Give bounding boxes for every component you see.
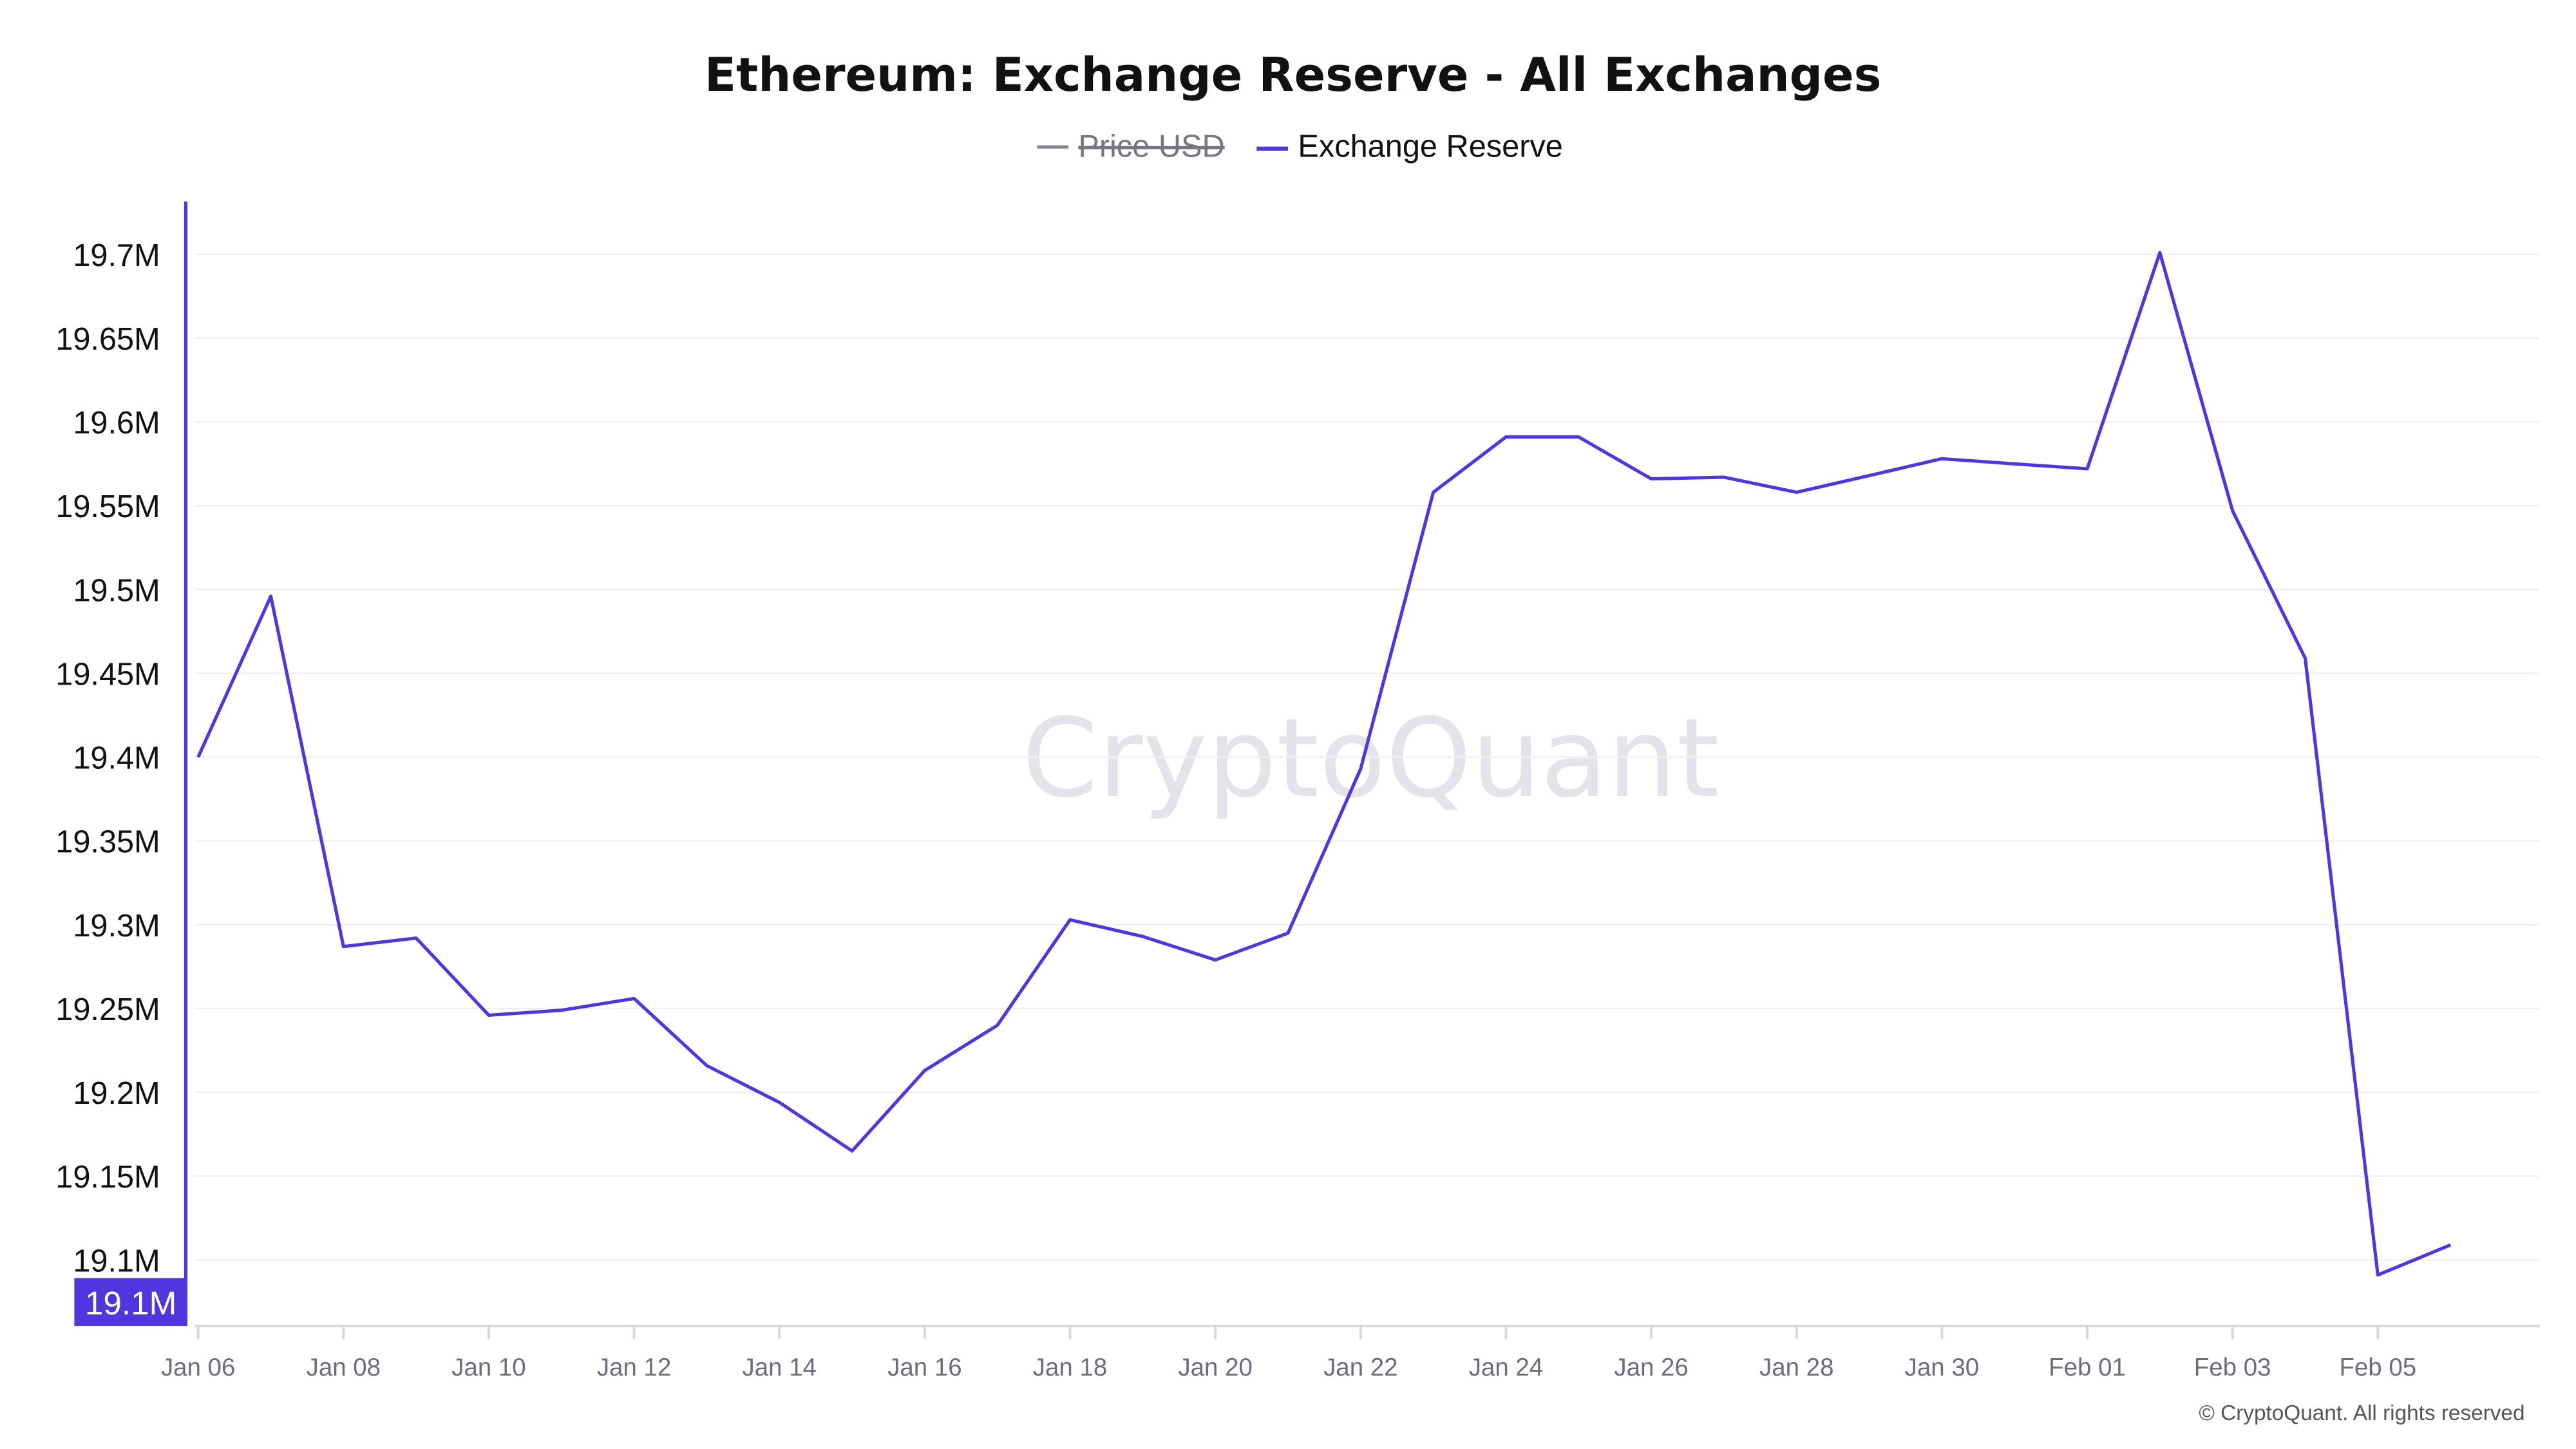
series-line-exchange-reserve[interactable] bbox=[196, 251, 2452, 1277]
y-tick-label: 19.2M bbox=[73, 1076, 160, 1111]
y-tick-label: 19.4M bbox=[73, 741, 160, 776]
data-point[interactable] bbox=[629, 994, 639, 1003]
data-point[interactable] bbox=[1792, 488, 1801, 497]
data-point[interactable] bbox=[1138, 931, 1148, 941]
x-tick-label: Jan 06 bbox=[161, 1354, 235, 1381]
y-tick-label: 19.25M bbox=[55, 992, 160, 1027]
x-tick-label: Jan 08 bbox=[307, 1354, 381, 1381]
data-point[interactable] bbox=[2010, 459, 2020, 469]
data-point[interactable] bbox=[1719, 472, 1728, 482]
data-point[interactable] bbox=[266, 591, 276, 601]
data-point[interactable] bbox=[411, 933, 421, 943]
data-point[interactable] bbox=[193, 752, 203, 762]
data-point[interactable] bbox=[775, 1097, 784, 1107]
data-point[interactable] bbox=[847, 1146, 857, 1156]
data-point[interactable] bbox=[992, 1020, 1002, 1030]
legend: Price USD Exchange Reserve bbox=[1037, 129, 1563, 164]
x-tick-label: Jan 16 bbox=[887, 1354, 961, 1381]
legend-label-exchange-reserve: Exchange Reserve bbox=[1298, 129, 1563, 164]
x-tick-label: Feb 01 bbox=[2049, 1354, 2126, 1381]
y-tick-label: 19.45M bbox=[55, 657, 160, 692]
y-tick-label: 19.7M bbox=[73, 238, 160, 273]
data-point[interactable] bbox=[1646, 474, 1656, 484]
y-tick-label: 19.5M bbox=[73, 573, 160, 608]
data-point[interactable] bbox=[1864, 471, 1874, 480]
x-tick-label: Jan 20 bbox=[1178, 1354, 1252, 1381]
y-tick-label: 19.55M bbox=[55, 489, 160, 524]
x-tick-label: Jan 26 bbox=[1614, 1354, 1688, 1381]
legend-item-exchange-reserve[interactable]: Exchange Reserve bbox=[1256, 129, 1563, 164]
crosshair-y-label: 19.1M bbox=[74, 1278, 185, 1326]
data-point[interactable] bbox=[702, 1061, 712, 1070]
y-tick-label: 19.1M bbox=[73, 1244, 160, 1278]
crosshair-label-text: 19.1M bbox=[85, 1285, 176, 1321]
x-tick-label: Jan 10 bbox=[451, 1354, 526, 1381]
x-tick-label: Jan 22 bbox=[1323, 1354, 1397, 1381]
data-point[interactable] bbox=[1501, 432, 1511, 442]
x-tick-label: Jan 24 bbox=[1469, 1354, 1543, 1381]
legend-label-price-usd: Price USD bbox=[1078, 129, 1224, 164]
x-tick-label: Feb 05 bbox=[2339, 1354, 2416, 1381]
y-tick-label: 19.15M bbox=[55, 1160, 160, 1195]
data-point[interactable] bbox=[2228, 506, 2237, 515]
data-point[interactable] bbox=[1283, 928, 1293, 938]
x-tick-label: Jan 28 bbox=[1759, 1354, 1833, 1381]
y-tick-label: 19.65M bbox=[55, 322, 160, 357]
x-tick-label: Jan 12 bbox=[597, 1354, 671, 1381]
footer-copyright: © CryptoQuant. All rights reserved bbox=[2199, 1401, 2524, 1425]
data-point[interactable] bbox=[1210, 955, 1220, 965]
x-tick-label: Jan 30 bbox=[1905, 1354, 1979, 1381]
data-point[interactable] bbox=[2373, 1270, 2383, 1280]
data-point[interactable] bbox=[2082, 464, 2092, 473]
y-tick-label: 19.35M bbox=[55, 825, 160, 860]
x-tick-label: Feb 03 bbox=[2194, 1354, 2271, 1381]
data-point[interactable] bbox=[556, 1005, 566, 1015]
y-tick-label: 19.3M bbox=[73, 909, 160, 943]
watermark: CryptoQuant bbox=[1022, 695, 1719, 822]
data-point[interactable] bbox=[1065, 914, 1075, 924]
data-point[interactable] bbox=[1356, 764, 1365, 773]
legend-item-price-usd[interactable]: Price USD bbox=[1037, 129, 1225, 164]
data-point[interactable] bbox=[484, 1010, 493, 1020]
data-point[interactable] bbox=[920, 1066, 929, 1075]
data-point[interactable] bbox=[1937, 454, 1947, 464]
x-tick-label: Jan 14 bbox=[743, 1354, 817, 1381]
x-tick-label: Jan 18 bbox=[1033, 1354, 1107, 1381]
crosshair-label-box bbox=[74, 1278, 185, 1326]
chart-title: Ethereum: Exchange Reserve - All Exchang… bbox=[705, 48, 1881, 102]
data-point[interactable] bbox=[2445, 1240, 2455, 1249]
y-tick-label: 19.6M bbox=[73, 406, 160, 440]
data-point[interactable] bbox=[2300, 653, 2310, 663]
data-point[interactable] bbox=[1574, 432, 1584, 442]
data-point[interactable] bbox=[2155, 248, 2164, 258]
data-point[interactable] bbox=[339, 942, 348, 951]
data-point[interactable] bbox=[1428, 488, 1438, 497]
